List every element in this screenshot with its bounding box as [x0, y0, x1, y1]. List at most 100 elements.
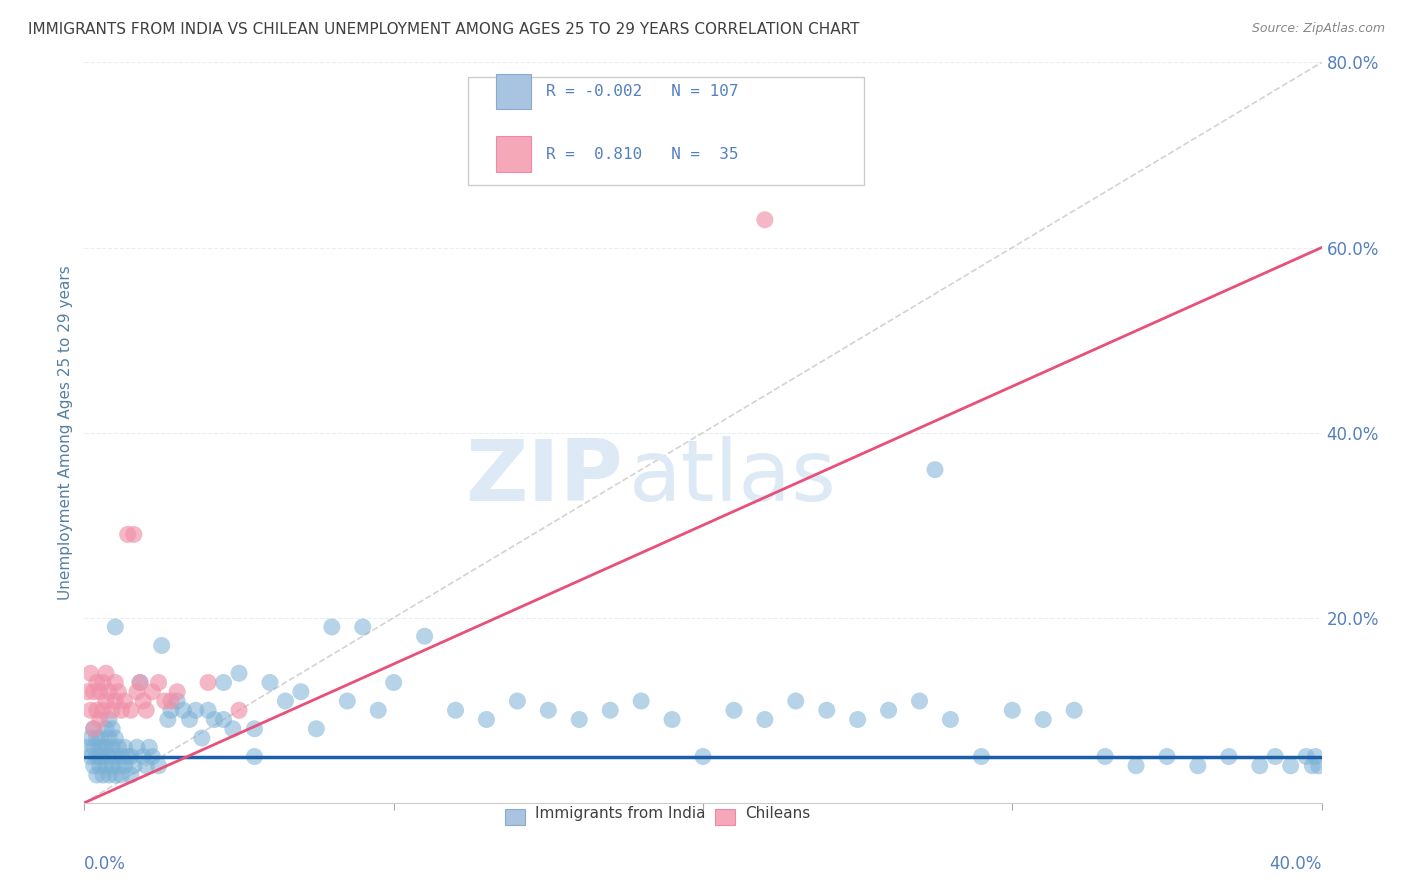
Chileans: [160, 694, 183, 708]
Immigrants from India: [114, 740, 136, 755]
Chileans: [107, 685, 129, 699]
Chileans: [91, 703, 114, 717]
Immigrants from India: [908, 694, 931, 708]
Immigrants from India: [202, 713, 225, 727]
Chileans: [86, 675, 108, 690]
FancyBboxPatch shape: [496, 136, 531, 172]
Immigrants from India: [444, 703, 467, 717]
Immigrants from India: [150, 639, 173, 653]
Immigrants from India: [141, 749, 163, 764]
Immigrants from India: [305, 722, 328, 736]
Immigrants from India: [104, 749, 127, 764]
Immigrants from India: [104, 731, 127, 745]
FancyBboxPatch shape: [716, 809, 735, 825]
Chileans: [117, 527, 139, 541]
Immigrants from India: [877, 703, 900, 717]
Immigrants from India: [89, 749, 111, 764]
Immigrants from India: [1279, 758, 1302, 772]
Immigrants from India: [630, 694, 652, 708]
Immigrants from India: [166, 694, 188, 708]
Immigrants from India: [1001, 703, 1024, 717]
Immigrants from India: [1249, 758, 1271, 772]
Immigrants from India: [138, 740, 160, 755]
Immigrants from India: [114, 758, 136, 772]
Immigrants from India: [222, 722, 245, 736]
Immigrants from India: [122, 758, 145, 772]
Immigrants from India: [1063, 703, 1085, 717]
Immigrants from India: [243, 722, 266, 736]
Immigrants from India: [101, 758, 124, 772]
Immigrants from India: [599, 703, 621, 717]
Chileans: [91, 675, 114, 690]
Immigrants from India: [1295, 749, 1317, 764]
Immigrants from India: [135, 758, 157, 772]
Immigrants from India: [91, 768, 114, 782]
Immigrants from India: [91, 740, 114, 755]
Chileans: [83, 722, 105, 736]
Y-axis label: Unemployment Among Ages 25 to 29 years: Unemployment Among Ages 25 to 29 years: [58, 265, 73, 600]
Chileans: [83, 685, 105, 699]
Immigrants from India: [76, 740, 98, 755]
Chileans: [125, 685, 148, 699]
Chileans: [79, 703, 101, 717]
Immigrants from India: [1305, 749, 1327, 764]
Chileans: [104, 675, 127, 690]
Immigrants from India: [754, 713, 776, 727]
Immigrants from India: [101, 740, 124, 755]
Immigrants from India: [83, 758, 105, 772]
Text: Source: ZipAtlas.com: Source: ZipAtlas.com: [1251, 22, 1385, 36]
Immigrants from India: [846, 713, 869, 727]
Immigrants from India: [98, 749, 121, 764]
Immigrants from India: [94, 722, 117, 736]
Immigrants from India: [94, 740, 117, 755]
Immigrants from India: [243, 749, 266, 764]
Immigrants from India: [107, 758, 129, 772]
Immigrants from India: [184, 703, 207, 717]
Chileans: [166, 685, 188, 699]
Immigrants from India: [104, 620, 127, 634]
Immigrants from India: [94, 758, 117, 772]
Immigrants from India: [352, 620, 374, 634]
FancyBboxPatch shape: [505, 809, 524, 825]
Immigrants from India: [83, 722, 105, 736]
Immigrants from India: [321, 620, 343, 634]
Immigrants from India: [212, 713, 235, 727]
Immigrants from India: [98, 768, 121, 782]
Immigrants from India: [336, 694, 359, 708]
Immigrants from India: [120, 749, 142, 764]
Immigrants from India: [475, 713, 498, 727]
Immigrants from India: [120, 768, 142, 782]
Immigrants from India: [156, 713, 179, 727]
Immigrants from India: [89, 740, 111, 755]
Chileans: [141, 685, 163, 699]
Chileans: [120, 703, 142, 717]
Text: atlas: atlas: [628, 435, 837, 518]
Chileans: [98, 685, 121, 699]
Immigrants from India: [86, 749, 108, 764]
Immigrants from India: [970, 749, 993, 764]
Immigrants from India: [91, 749, 114, 764]
Chileans: [228, 703, 250, 717]
Immigrants from India: [101, 722, 124, 736]
Immigrants from India: [107, 740, 129, 755]
Immigrants from India: [132, 749, 155, 764]
Immigrants from India: [1125, 758, 1147, 772]
Immigrants from India: [212, 675, 235, 690]
Chileans: [86, 703, 108, 717]
Immigrants from India: [83, 740, 105, 755]
Immigrants from India: [125, 740, 148, 755]
Chileans: [79, 666, 101, 681]
Chileans: [89, 713, 111, 727]
Immigrants from India: [274, 694, 297, 708]
Text: R =  0.810   N =  35: R = 0.810 N = 35: [546, 147, 738, 161]
Chileans: [89, 685, 111, 699]
Immigrants from India: [129, 675, 152, 690]
Immigrants from India: [413, 629, 436, 643]
Immigrants from India: [815, 703, 838, 717]
Chileans: [197, 675, 219, 690]
Immigrants from India: [723, 703, 745, 717]
Immigrants from India: [86, 768, 108, 782]
Immigrants from India: [1156, 749, 1178, 764]
Immigrants from India: [1218, 749, 1240, 764]
Text: IMMIGRANTS FROM INDIA VS CHILEAN UNEMPLOYMENT AMONG AGES 25 TO 29 YEARS CORRELAT: IMMIGRANTS FROM INDIA VS CHILEAN UNEMPLO…: [28, 22, 859, 37]
